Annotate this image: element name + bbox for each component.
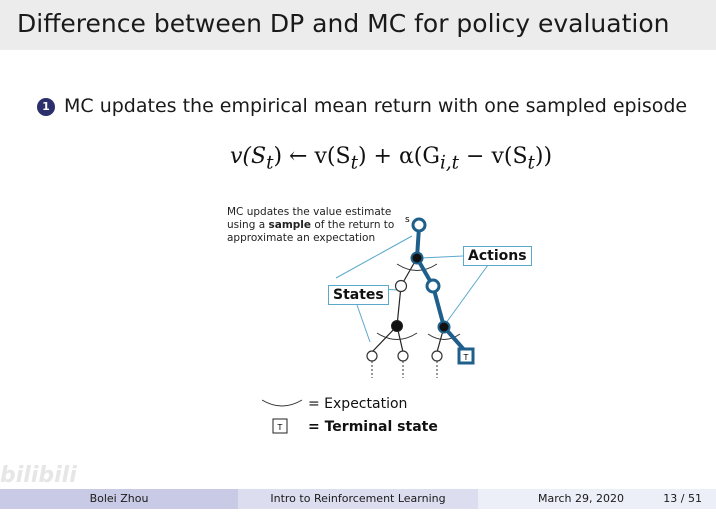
legend-terminal-box <box>272 418 288 434</box>
state-node <box>394 279 408 293</box>
slide-title: Difference between DP and MC for policy … <box>17 9 670 38</box>
state-node <box>397 350 409 362</box>
action-node <box>410 251 424 265</box>
footer-date: March 29, 2020 <box>538 492 625 505</box>
mc-note: MC updates the value estimate using a sa… <box>227 206 395 244</box>
state-node <box>431 350 443 362</box>
states-label: States <box>328 285 389 305</box>
mc-update-equation: v(St) ← v(St) + α(Gi,t − v(St)) <box>230 144 553 174</box>
action-node <box>391 320 403 332</box>
root-label: s <box>405 215 410 225</box>
title-bar <box>0 0 716 50</box>
footer-course: Intro to Reinforcement Learning <box>238 489 478 509</box>
footer-author: Bolei Zhou <box>0 489 238 509</box>
sampled-state-node <box>425 278 441 294</box>
sampled-action-node <box>437 320 451 334</box>
footer: Bolei Zhou Intro to Reinforcement Learni… <box>0 489 716 509</box>
state-node <box>366 350 378 362</box>
footer-page: 13 / 51 <box>663 492 702 505</box>
legend-expectation: = Expectation <box>308 396 408 412</box>
footer-right: March 29, 2020 13 / 51 <box>478 489 716 509</box>
svg-text:T: T <box>463 353 469 362</box>
terminal-state-node <box>457 347 475 365</box>
svg-text:T: T <box>277 423 283 432</box>
bullet-number: 1 <box>37 98 55 116</box>
actions-label: Actions <box>463 246 532 266</box>
bullet-text: MC updates the empirical mean return wit… <box>64 95 688 117</box>
watermark: bilibili <box>0 463 77 488</box>
legend-terminal: = Terminal state <box>308 419 438 435</box>
root-state-node <box>411 217 427 233</box>
